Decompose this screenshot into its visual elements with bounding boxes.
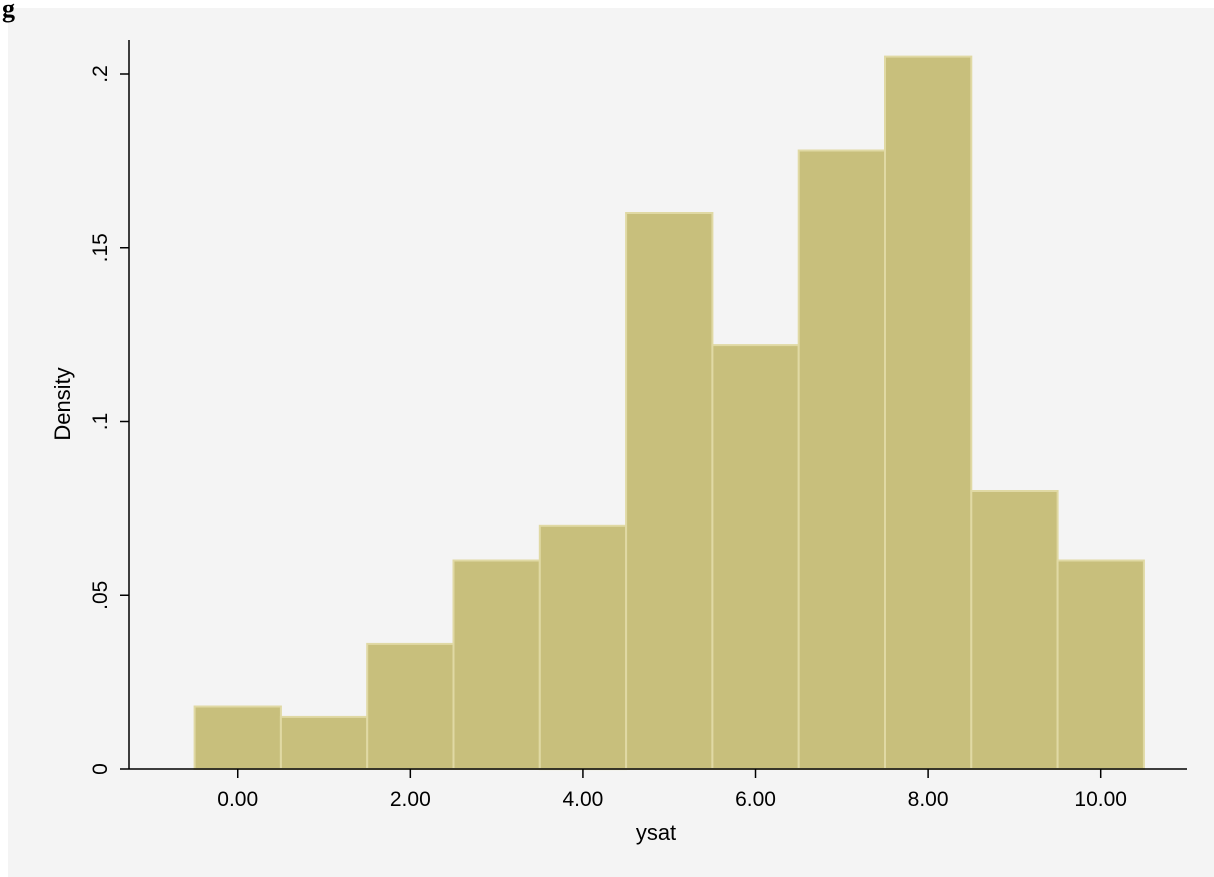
histogram-bar xyxy=(538,524,628,771)
x-tick-label: 4.00 xyxy=(562,788,603,811)
histogram-bar xyxy=(711,344,800,770)
corner-text: g xyxy=(2,0,15,23)
x-axis-title: ysat xyxy=(636,820,676,845)
bars-group xyxy=(193,55,1145,771)
x-tick-label: 0.00 xyxy=(217,788,258,811)
y-axis-title: Density xyxy=(50,367,75,440)
y-tick-label: .15 xyxy=(89,233,112,262)
histogram-bar xyxy=(279,715,369,771)
histogram-bar xyxy=(797,149,887,770)
y-axis-ticks: 0 .05 .1 .15 .2 xyxy=(89,65,129,775)
histogram-bar xyxy=(625,212,714,770)
x-tick-label: 6.00 xyxy=(735,788,776,811)
histogram-bar xyxy=(1056,559,1145,770)
histogram-bar xyxy=(366,642,455,771)
histogram-bar xyxy=(452,559,541,770)
y-tick-label: .1 xyxy=(89,413,112,431)
histogram-bar xyxy=(884,55,973,771)
x-tick-label: 10.00 xyxy=(1074,788,1127,811)
histogram-bar xyxy=(970,490,1059,770)
x-axis-ticks: 0.00 2.00 4.00 6.00 8.00 10.00 xyxy=(217,769,1127,811)
y-tick-label: .05 xyxy=(89,581,112,610)
y-tick-label: .2 xyxy=(89,65,112,83)
y-tick-label: 0 xyxy=(89,763,112,775)
x-tick-label: 8.00 xyxy=(908,788,949,811)
histogram-bar xyxy=(193,705,282,770)
x-tick-label: 2.00 xyxy=(390,788,431,811)
